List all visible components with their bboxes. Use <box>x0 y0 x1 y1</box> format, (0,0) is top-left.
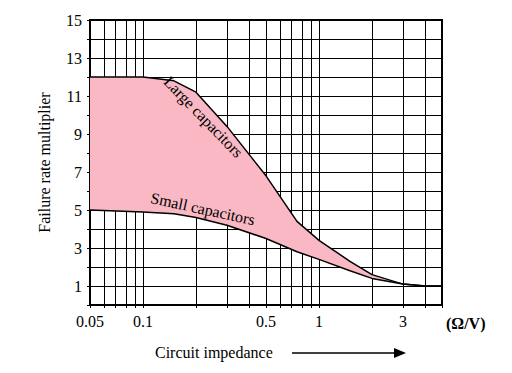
svg-text:1: 1 <box>315 313 323 330</box>
svg-text:0.05: 0.05 <box>76 313 104 330</box>
svg-text:13: 13 <box>66 50 82 67</box>
svg-text:Circuit impedance: Circuit impedance <box>155 344 273 362</box>
svg-text:11: 11 <box>67 88 82 105</box>
svg-text:9: 9 <box>74 126 82 143</box>
svg-text:15: 15 <box>66 12 82 29</box>
svg-text:Small capacitors: Small capacitors <box>149 189 257 229</box>
svg-text:0.1: 0.1 <box>133 313 153 330</box>
svg-text:5: 5 <box>74 202 82 219</box>
svg-text:(Ω/V): (Ω/V) <box>446 315 485 333</box>
svg-text:3: 3 <box>74 240 82 257</box>
svg-text:Failure rate multiplier: Failure rate multiplier <box>36 92 54 233</box>
svg-text:1: 1 <box>74 278 82 295</box>
svg-text:7: 7 <box>74 164 82 181</box>
svg-text:3: 3 <box>399 313 407 330</box>
svg-text:0.5: 0.5 <box>256 313 276 330</box>
svg-text:Large capacitors: Large capacitors <box>160 73 247 161</box>
